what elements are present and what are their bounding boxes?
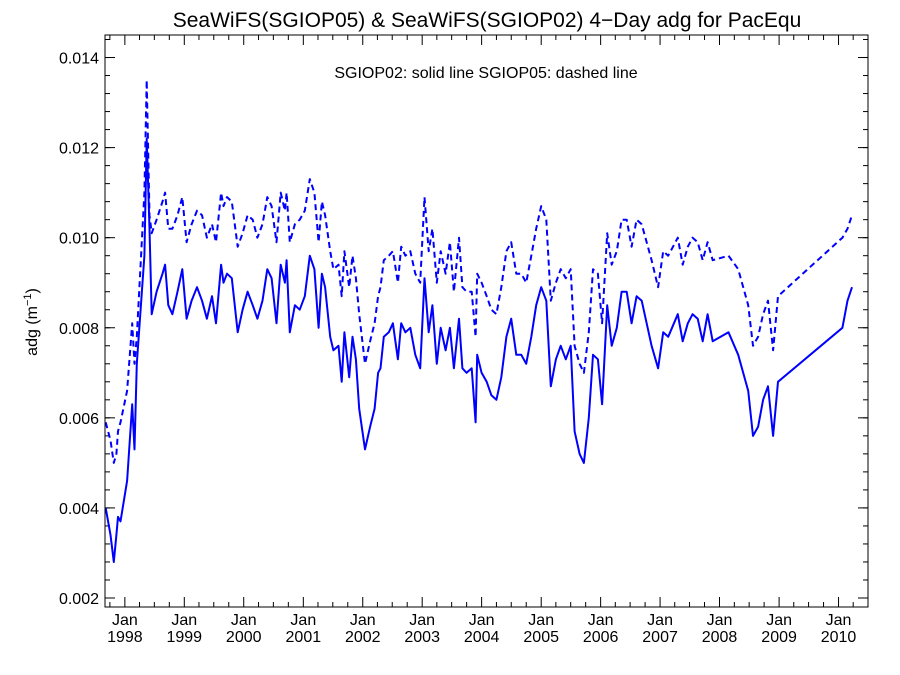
x-tick-year-label: 2010	[821, 629, 857, 646]
x-tick-year-label: 2001	[286, 629, 322, 646]
y-tick-label: 0.014	[59, 51, 99, 68]
x-tick-year-label: 1998	[107, 629, 143, 646]
axis-tick-labels: 0.0020.0040.0060.0080.0100.0120.014Jan19…	[59, 51, 856, 646]
x-tick-month-label: Jan	[112, 612, 138, 629]
y-tick-label: 0.002	[59, 591, 99, 608]
y-axis-label-close: )	[24, 288, 41, 293]
x-tick-month-label: Jan	[766, 612, 792, 629]
x-tick-year-label: 2007	[642, 629, 678, 646]
y-axis-label-base: adg (m	[24, 306, 41, 356]
x-tick-year-label: 2006	[583, 629, 619, 646]
axis-ticks	[105, 35, 868, 607]
x-tick-month-label: Jan	[409, 612, 435, 629]
x-tick-month-label: Jan	[290, 612, 316, 629]
x-tick-month-label: Jan	[350, 612, 376, 629]
plot-frame	[104, 34, 869, 608]
x-tick-month-label: Jan	[826, 612, 852, 629]
x-tick-year-label: 1999	[166, 629, 202, 646]
y-tick-label: 0.012	[59, 141, 99, 158]
y-tick-label: 0.004	[59, 501, 99, 518]
x-tick-year-label: 2004	[464, 629, 500, 646]
chart-title: SeaWiFS(SGIOP05) & SeaWiFS(SGIOP02) 4−Da…	[173, 9, 802, 32]
x-tick-year-label: 2003	[404, 629, 440, 646]
series-line-sgiop02	[104, 137, 853, 563]
x-tick-month-label: Jan	[647, 612, 673, 629]
x-tick-month-label: Jan	[231, 612, 257, 629]
y-axis-label-superscript: −1	[22, 293, 34, 306]
x-tick-year-label: 2002	[345, 629, 381, 646]
x-tick-month-label: Jan	[588, 612, 614, 629]
x-tick-month-label: Jan	[469, 612, 495, 629]
x-tick-year-label: 2008	[702, 629, 738, 646]
x-tick-year-label: 2005	[523, 629, 559, 646]
x-tick-year-label: 2009	[761, 629, 797, 646]
series-lines	[104, 79, 853, 563]
x-tick-year-label: 2000	[226, 629, 262, 646]
x-tick-month-label: Jan	[528, 612, 554, 629]
y-tick-label: 0.010	[59, 231, 99, 248]
series-line-sgiop05	[104, 79, 853, 464]
y-tick-label: 0.006	[59, 411, 99, 428]
series-style-annotation: SGIOP02: solid line SGIOP05: dashed line	[334, 65, 637, 82]
y-tick-label: 0.008	[59, 321, 99, 338]
x-tick-month-label: Jan	[171, 612, 197, 629]
x-tick-month-label: Jan	[707, 612, 733, 629]
y-axis-label: adg (m−1)	[22, 288, 41, 356]
